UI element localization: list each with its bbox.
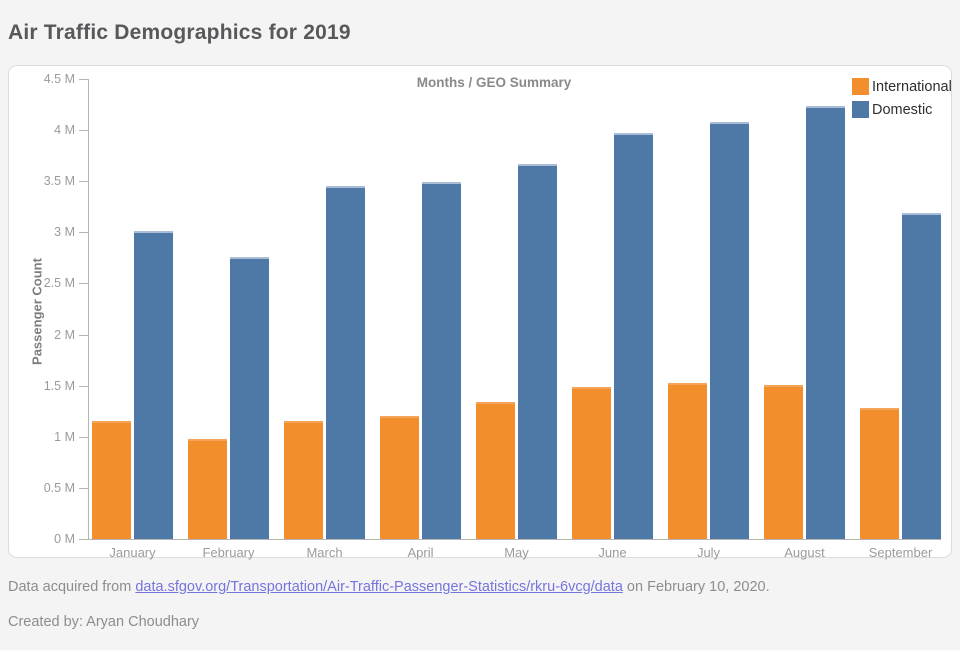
bar-domestic-january [134,231,173,539]
x-tick-label: June [598,545,627,560]
bar-international-june [572,387,611,539]
x-tick-label: September [868,545,933,560]
legend-label: Domestic [872,101,933,118]
page-title: Air Traffic Demographics for 2019 [8,21,351,44]
bar-international-march [284,421,323,539]
y-tick-label: 2.5 M [43,276,75,291]
bar-international-august [764,385,803,539]
x-tick-label: May [504,545,529,560]
international-swatch-icon [852,78,869,95]
y-tick-label: 4 M [54,123,75,138]
x-tick-label: August [784,545,825,560]
data-source-note: Data acquired from data.sfgov.org/Transp… [8,579,770,595]
x-tick-label: January [109,545,156,560]
y-tick-label: 3.5 M [43,174,75,189]
bar-domestic-august [806,106,845,539]
x-tick-label: February [202,545,255,560]
legend-item-international[interactable]: International [852,78,952,95]
legend-item-domestic[interactable]: Domestic [852,101,952,118]
y-tick-mark [79,334,88,336]
bar-domestic-may [518,164,557,539]
x-tick-label: April [407,545,434,560]
y-tick-mark [79,232,88,234]
y-tick-mark [79,487,88,489]
bar-international-may [476,402,515,539]
bar-domestic-february [230,257,269,539]
bar-domestic-july [710,122,749,539]
y-axis-line [88,79,89,539]
bar-international-april [380,416,419,539]
y-tick-label: 4.5 M [43,72,75,86]
y-tick-mark [79,79,88,80]
bar-international-july [668,383,707,539]
credit-note: Created by: Aryan Choudhary [8,614,200,630]
legend-label: International [872,78,952,95]
y-tick-mark [79,539,88,540]
y-tick-mark [79,385,88,387]
chart-panel: Months / GEO Summary International Domes… [8,65,952,560]
chart-title: Months / GEO Summary [416,75,572,90]
plot-area: 0 M 0.5 M 1 M 1.5 M 2 M 2.5 M 3 M 3.5 M 4 M 4.5 M… [44,72,941,560]
bar-domestic-june [614,133,653,539]
source-suffix: on February 10, 2020. [622,579,770,595]
bar-international-february [188,439,227,539]
x-tick-label: March [306,545,343,560]
y-tick-label: 3 M [54,225,75,240]
y-axis-title: Passenger Count [29,257,45,365]
y-tick-mark [79,130,88,132]
domestic-swatch-icon [852,101,869,118]
bar-domestic-september [902,213,941,539]
y-tick-label: 2 M [54,327,75,342]
bar-international-september [860,408,899,539]
bar-domestic-april [422,182,461,539]
data-source-link[interactable]: data.sfgov.org/Transportation/Air-Traffi… [135,579,623,595]
y-tick-mark [79,436,88,438]
x-tick-label: July [696,545,721,560]
y-tick-mark [79,283,88,285]
y-tick-label: 0 M [54,532,75,546]
y-tick-label: 0.5 M [43,480,75,495]
x-axis-line [88,539,941,540]
y-tick-label: 1 M [54,429,75,444]
bar-domestic-march [326,186,365,539]
y-tick-label: 1.5 M [43,378,75,393]
chart-legend: International Domestic [852,78,952,118]
bar-international-january [92,421,131,539]
y-tick-mark [79,181,88,183]
source-prefix: Data acquired from [8,579,136,595]
